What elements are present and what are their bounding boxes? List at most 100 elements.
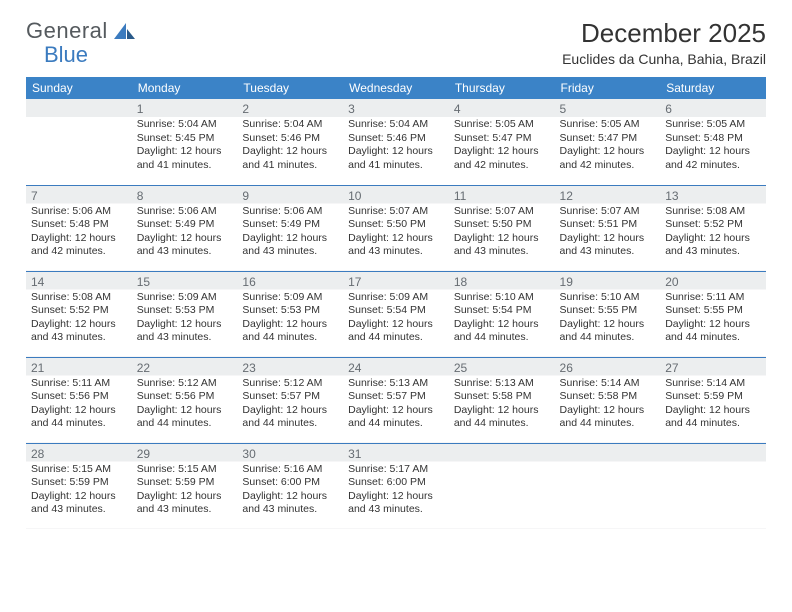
daylight-text: Daylight: 12 hours and 44 minutes. xyxy=(242,318,338,345)
sunset-text: Sunset: 5:54 PM xyxy=(454,304,550,317)
sunrise-text: Sunrise: 5:12 AM xyxy=(242,377,338,390)
daylight-text: Daylight: 12 hours and 44 minutes. xyxy=(454,318,550,345)
daylight-text: Daylight: 12 hours and 43 minutes. xyxy=(137,232,233,259)
day-cell: 7Sunrise: 5:06 AMSunset: 5:48 PMDaylight… xyxy=(26,185,132,271)
day-cell: 14Sunrise: 5:08 AMSunset: 5:52 PMDayligh… xyxy=(26,271,132,357)
sunset-text: Sunset: 5:50 PM xyxy=(348,218,444,231)
daylight-text: Daylight: 12 hours and 41 minutes. xyxy=(242,145,338,172)
day-number: 8 xyxy=(137,189,233,204)
day-cell xyxy=(26,99,132,185)
sunrise-text: Sunrise: 5:14 AM xyxy=(560,377,656,390)
daylight-text: Daylight: 12 hours and 44 minutes. xyxy=(348,318,444,345)
daylight-text: Daylight: 12 hours and 44 minutes. xyxy=(560,404,656,431)
day-number: 7 xyxy=(31,189,127,204)
sunset-text: Sunset: 5:48 PM xyxy=(31,218,127,231)
sunset-text: Sunset: 5:56 PM xyxy=(31,390,127,403)
weekday-header: Friday xyxy=(555,77,661,99)
weekday-header: Thursday xyxy=(449,77,555,99)
sunrise-text: Sunrise: 5:17 AM xyxy=(348,463,444,476)
location-text: Euclides da Cunha, Bahia, Brazil xyxy=(26,51,766,67)
sunrise-text: Sunrise: 5:13 AM xyxy=(454,377,550,390)
calendar-body: 1 Sunrise: 5:04 AM Sunset: 5:45 PM Daylight… xyxy=(26,99,766,529)
day-cell: 26Sunrise: 5:14 AMSunset: 5:58 PMDayligh… xyxy=(555,357,661,443)
sail-icon xyxy=(112,21,136,41)
sunset-text: Sunset: 5:46 PM xyxy=(242,132,338,145)
sunrise-text: Sunrise: 5:05 AM xyxy=(454,118,550,131)
day-cell: 17Sunrise: 5:09 AMSunset: 5:54 PMDayligh… xyxy=(343,271,449,357)
sunset-text: Sunset: 5:52 PM xyxy=(31,304,127,317)
daylight-text: Daylight: 12 hours and 44 minutes. xyxy=(560,318,656,345)
day-cell: 29Sunrise: 5:15 AMSunset: 5:59 PMDayligh… xyxy=(132,443,238,529)
day-number: 31 xyxy=(348,447,444,462)
sunrise-text: Sunrise: 5:07 AM xyxy=(560,205,656,218)
sunset-text: Sunset: 5:54 PM xyxy=(348,304,444,317)
sunrise-text: Sunrise: 5:16 AM xyxy=(242,463,338,476)
day-number: 6 xyxy=(665,102,761,117)
sunset-text: Sunset: 5:59 PM xyxy=(665,390,761,403)
sunrise-text: Sunrise: 5:10 AM xyxy=(560,291,656,304)
daylight-text: Daylight: 12 hours and 42 minutes. xyxy=(560,145,656,172)
daylight-text: Daylight: 12 hours and 42 minutes. xyxy=(665,145,761,172)
daylight-text: Daylight: 12 hours and 43 minutes. xyxy=(137,318,233,345)
sunset-text: Sunset: 5:47 PM xyxy=(454,132,550,145)
sunset-text: Sunset: 5:55 PM xyxy=(560,304,656,317)
day-number: 9 xyxy=(242,189,338,204)
day-cell: 27Sunrise: 5:14 AMSunset: 5:59 PMDayligh… xyxy=(660,357,766,443)
sunrise-text: Sunrise: 5:04 AM xyxy=(242,118,338,131)
day-cell: 23Sunrise: 5:12 AMSunset: 5:57 PMDayligh… xyxy=(237,357,343,443)
daylight-text: Daylight: 12 hours and 43 minutes. xyxy=(348,490,444,517)
daylight-text: Daylight: 12 hours and 44 minutes. xyxy=(137,404,233,431)
day-cell: 24Sunrise: 5:13 AMSunset: 5:57 PMDayligh… xyxy=(343,357,449,443)
sunset-text: Sunset: 5:57 PM xyxy=(348,390,444,403)
brand-logo: General xyxy=(26,18,136,44)
day-cell: 22Sunrise: 5:12 AMSunset: 5:56 PMDayligh… xyxy=(132,357,238,443)
day-cell xyxy=(555,443,661,529)
calendar-table: SundayMondayTuesdayWednesdayThursdayFrid… xyxy=(26,77,766,529)
day-cell: 15Sunrise: 5:09 AMSunset: 5:53 PMDayligh… xyxy=(132,271,238,357)
sunset-text: Sunset: 6:00 PM xyxy=(348,476,444,489)
day-number: 1 xyxy=(137,102,233,117)
sunset-text: Sunset: 5:53 PM xyxy=(137,304,233,317)
sunrise-text: Sunrise: 5:11 AM xyxy=(665,291,761,304)
sunset-text: Sunset: 5:45 PM xyxy=(137,132,233,145)
daylight-text: Daylight: 12 hours and 42 minutes. xyxy=(31,232,127,259)
day-number: 20 xyxy=(665,275,761,290)
sunset-text: Sunset: 5:51 PM xyxy=(560,218,656,231)
daylight-text: Daylight: 12 hours and 43 minutes. xyxy=(31,490,127,517)
sunrise-text: Sunrise: 5:07 AM xyxy=(454,205,550,218)
day-cell: 16Sunrise: 5:09 AMSunset: 5:53 PMDayligh… xyxy=(237,271,343,357)
daylight-text: Daylight: 12 hours and 44 minutes. xyxy=(665,404,761,431)
sunrise-text: Sunrise: 5:08 AM xyxy=(31,291,127,304)
daylight-text: Daylight: 12 hours and 43 minutes. xyxy=(560,232,656,259)
sunrise-text: Sunrise: 5:12 AM xyxy=(137,377,233,390)
day-number: 3 xyxy=(348,102,444,117)
day-number: 2 xyxy=(242,102,338,117)
weekday-header-row: SundayMondayTuesdayWednesdayThursdayFrid… xyxy=(26,77,766,99)
day-cell: 20Sunrise: 5:11 AMSunset: 5:55 PMDayligh… xyxy=(660,271,766,357)
sunset-text: Sunset: 6:00 PM xyxy=(242,476,338,489)
day-number: 30 xyxy=(242,447,338,462)
sunset-text: Sunset: 5:53 PM xyxy=(242,304,338,317)
day-number: 29 xyxy=(137,447,233,462)
weekday-header: Tuesday xyxy=(237,77,343,99)
brand-name-a: General xyxy=(26,18,108,44)
daylight-text: Daylight: 12 hours and 44 minutes. xyxy=(454,404,550,431)
sunset-text: Sunset: 5:52 PM xyxy=(665,218,761,231)
daylight-text: Daylight: 12 hours and 43 minutes. xyxy=(242,232,338,259)
day-number: 27 xyxy=(665,361,761,376)
day-cell: 5Sunrise: 5:05 AMSunset: 5:47 PMDaylight… xyxy=(555,99,661,185)
sunrise-text: Sunrise: 5:14 AM xyxy=(665,377,761,390)
sunrise-text: Sunrise: 5:11 AM xyxy=(31,377,127,390)
sunset-text: Sunset: 5:57 PM xyxy=(242,390,338,403)
day-number: 13 xyxy=(665,189,761,204)
daylight-text: Daylight: 12 hours and 41 minutes. xyxy=(348,145,444,172)
day-number: 12 xyxy=(560,189,656,204)
sunset-text: Sunset: 5:49 PM xyxy=(137,218,233,231)
daylight-text: Daylight: 12 hours and 42 minutes. xyxy=(454,145,550,172)
day-number: 10 xyxy=(348,189,444,204)
day-number: 26 xyxy=(560,361,656,376)
daylight-text: Daylight: 12 hours and 43 minutes. xyxy=(665,232,761,259)
day-cell: 12Sunrise: 5:07 AMSunset: 5:51 PMDayligh… xyxy=(555,185,661,271)
sunset-text: Sunset: 5:48 PM xyxy=(665,132,761,145)
daylight-text: Daylight: 12 hours and 44 minutes. xyxy=(665,318,761,345)
